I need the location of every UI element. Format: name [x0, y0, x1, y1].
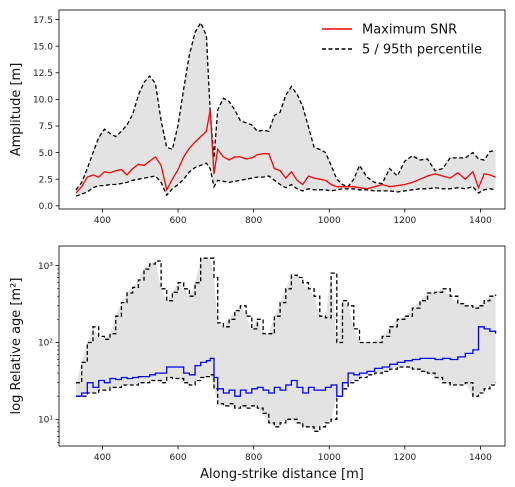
x-tick-label: 1400 — [469, 453, 492, 463]
y-tick-label: 12.5 — [33, 69, 53, 79]
x-tick-label: 400 — [94, 453, 111, 463]
relative-age-panel: 400 600 800 1000 1200 1400 10¹ 10² 10³ log Relati… — [9, 245, 506, 482]
x-tick-label: 1200 — [393, 453, 416, 463]
percentile-band — [76, 258, 496, 432]
x-tick-label: 600 — [169, 453, 186, 463]
x-tick-label: 1200 — [393, 216, 416, 226]
y-tick-label: 7.5 — [39, 122, 53, 132]
y-tick-label: 10¹ — [38, 416, 53, 426]
y-tick-label: 10.0 — [33, 96, 53, 106]
y-tick-label: 5.0 — [39, 149, 54, 159]
y-tick-label: 15.0 — [33, 42, 53, 52]
y-tick-label: 10³ — [38, 262, 53, 272]
x-tick-label: 400 — [94, 216, 111, 226]
x-tick-label: 600 — [169, 216, 186, 226]
x-tick-label: 800 — [245, 453, 262, 463]
y-tick-label: 17.5 — [33, 16, 53, 26]
amplitude-panel: 400 600 800 1000 1200 1400 0.0 2.5 5.0 7.5 10.0 12.… — [9, 9, 506, 226]
x-tick-label: 800 — [245, 216, 262, 226]
relative-age-line — [76, 326, 497, 397]
y-tick-label: 0.0 — [39, 202, 54, 212]
x-tick-label: 1000 — [318, 216, 341, 226]
legend: Maximum SNR 5 / 95th percentile — [322, 23, 482, 58]
max-snr-line — [75, 109, 496, 194]
y-tick-label: 2.5 — [39, 175, 53, 185]
y-tick-label: 10² — [38, 339, 53, 349]
lower-percentile-line — [76, 366, 497, 432]
x-axis-label: Along-strike distance [m] — [200, 467, 364, 482]
y-axis-label: log Relative age [m²] — [9, 278, 24, 415]
lower-percentile-line — [75, 162, 496, 197]
legend-label: Maximum SNR — [362, 23, 457, 38]
upper-percentile-line — [75, 21, 496, 191]
x-tick-label: 1400 — [469, 216, 492, 226]
upper-percentile-line — [76, 257, 497, 384]
axes-frame — [58, 9, 506, 210]
y-axis-label: Amplitude [m] — [9, 63, 24, 157]
x-tick-label: 1000 — [318, 453, 341, 463]
legend-label: 5 / 95th percentile — [362, 43, 482, 58]
percentile-band — [76, 22, 496, 197]
